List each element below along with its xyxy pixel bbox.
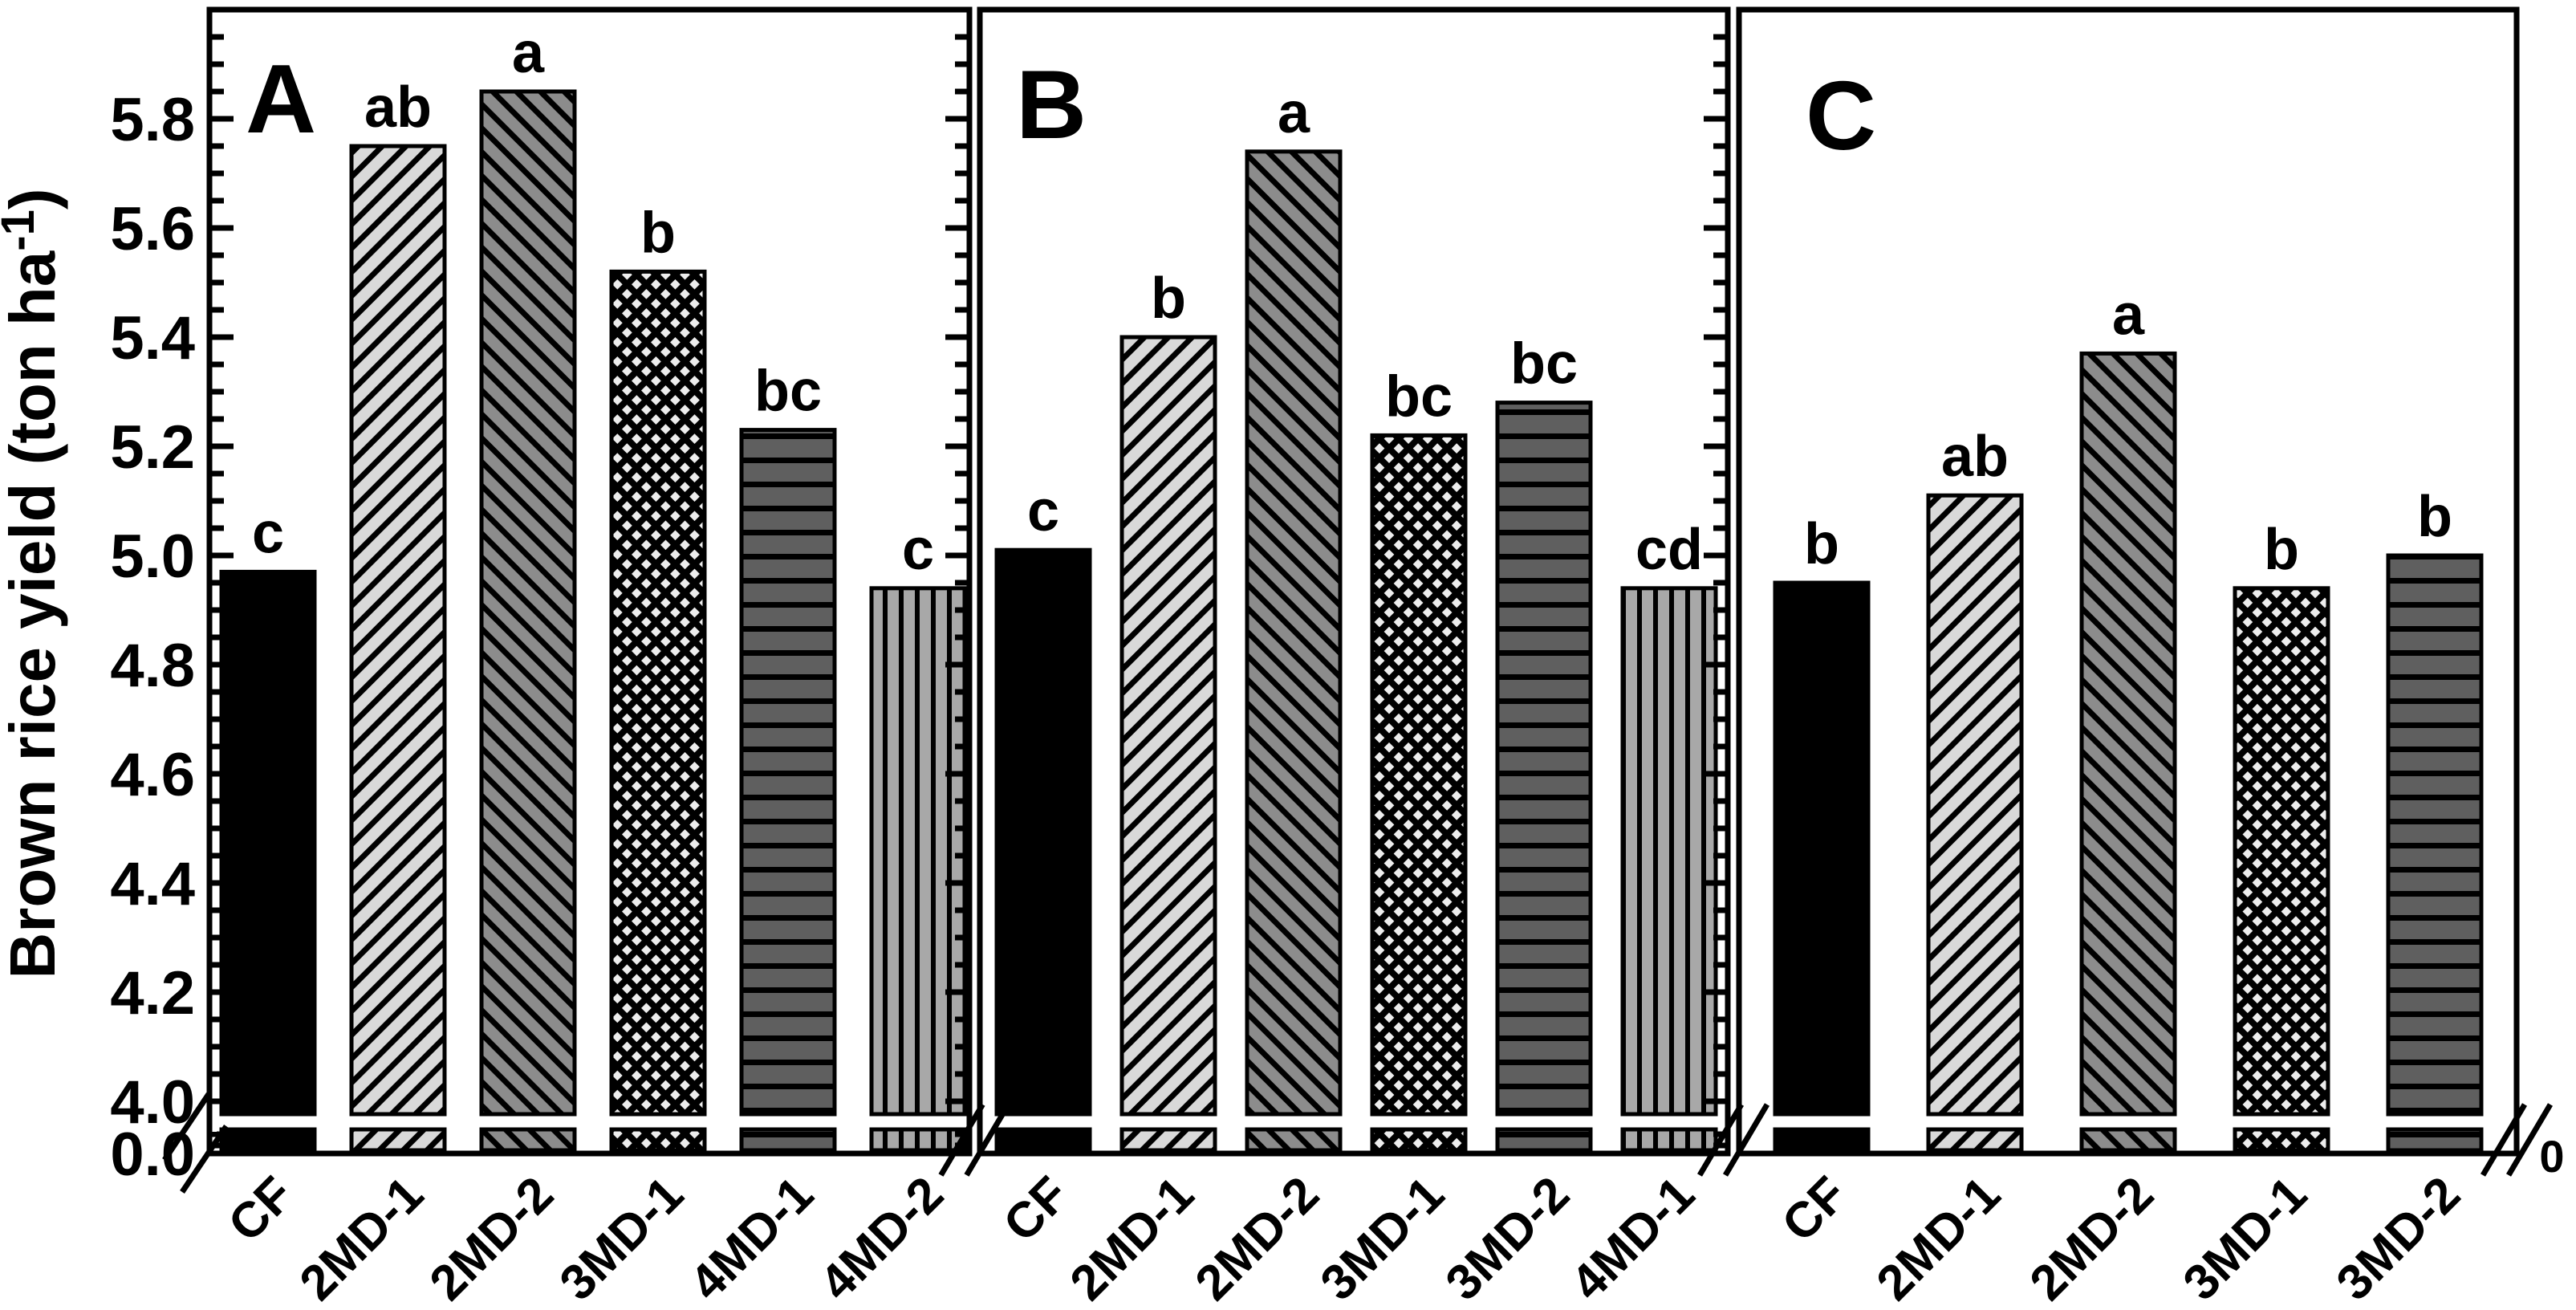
x-tick-label-C-2MD-1: 2MD-1 (1867, 1166, 2011, 1310)
bar-stub-B-3MD-1 (1370, 1127, 1468, 1153)
y-tick-label-5.0: 5.0 (110, 523, 195, 591)
x-tick-label-A-CF: CF (218, 1166, 304, 1252)
broken-axis-zero-label: 0 (2539, 1131, 2564, 1182)
bar-C-2MD-1 (1926, 493, 2024, 1117)
sig-letter-B-2MD-2: a (1278, 81, 1310, 145)
x-axis-break-slash (2505, 1103, 2554, 1177)
bar-stub-A-3MD-1 (609, 1127, 707, 1153)
x-tick-label-A-3MD-1: 3MD-1 (550, 1166, 694, 1310)
sig-letter-C-CF: b (1804, 512, 1839, 576)
sig-letter-A-3MD-1: b (640, 201, 676, 265)
bar-B-CF (994, 547, 1092, 1117)
x-tick-label-B-3MD-2: 3MD-2 (1436, 1166, 1580, 1310)
bar-stub-C-3MD-2 (2386, 1127, 2484, 1153)
bar-stub-A-2MD-1 (349, 1127, 447, 1153)
bar-C-3MD-1 (2233, 586, 2330, 1117)
bar-stub-C-2MD-1 (1926, 1127, 2024, 1153)
y-tick-label-5.8: 5.8 (110, 86, 195, 154)
x-tick-label-B-2MD-2: 2MD-2 (1185, 1166, 1330, 1310)
sig-letter-C-3MD-1: b (2264, 518, 2299, 582)
bar-stub-B-3MD-2 (1495, 1127, 1593, 1153)
bar-stub-B-2MD-2 (1245, 1127, 1343, 1153)
y-tick-label-4.0: 4.0 (110, 1068, 195, 1137)
y-axis-break-slash (180, 1125, 229, 1194)
sig-letter-B-CF: c (1027, 479, 1059, 543)
bar-stub-A-CF (219, 1127, 317, 1153)
x-tick-label-B-CF: CF (993, 1166, 1079, 1252)
y-axis-title-superscript: -1 (0, 210, 44, 251)
panel-label-a: A (246, 44, 316, 153)
x-axis-break-slash (938, 1103, 985, 1177)
sig-letter-B-2MD-1: b (1151, 266, 1186, 331)
sig-letter-B-3MD-2: bc (1510, 332, 1578, 397)
bar-stub-A-4MD-1 (739, 1127, 837, 1153)
bar-A-CF (219, 569, 317, 1117)
y-tick-label-5.2: 5.2 (110, 413, 195, 482)
y-axis-break-slash (162, 1092, 211, 1162)
x-tick-label-B-4MD-1: 4MD-1 (1561, 1166, 1705, 1310)
bar-A-4MD-2 (869, 586, 967, 1117)
y-tick-label-5.4: 5.4 (110, 304, 195, 372)
bar-stub-A-2MD-2 (479, 1127, 577, 1153)
sig-letter-A-2MD-2: a (512, 21, 545, 85)
x-tick-label-B-2MD-1: 2MD-1 (1060, 1166, 1205, 1310)
panel-frame-A (206, 6, 973, 1157)
y-tick-label-4.4: 4.4 (110, 850, 195, 918)
bar-C-3MD-2 (2386, 553, 2484, 1117)
x-tick-label-A-4MD-2: 4MD-2 (810, 1166, 954, 1310)
panel-frame-B (977, 6, 1731, 1157)
x-tick-label-C-3MD-1: 3MD-1 (2173, 1166, 2318, 1310)
bar-B-4MD-1 (1620, 586, 1718, 1117)
y-tick-label-4.6: 4.6 (110, 741, 195, 809)
bar-stub-B-4MD-1 (1620, 1127, 1718, 1153)
y-tick-label-4.2: 4.2 (110, 959, 195, 1027)
bar-stub-C-2MD-2 (2079, 1127, 2177, 1153)
bar-C-CF (1773, 580, 1871, 1117)
bar-stub-C-CF (1773, 1127, 1871, 1153)
bar-stub-C-3MD-1 (2233, 1127, 2330, 1153)
sig-letter-A-CF: c (252, 501, 284, 565)
panel-label-c: C (1806, 61, 1876, 170)
bar-B-2MD-1 (1119, 335, 1217, 1117)
x-tick-label-A-2MD-2: 2MD-2 (420, 1166, 564, 1310)
x-axis-break-slash (1722, 1103, 1770, 1177)
sig-letter-A-4MD-2: c (902, 518, 934, 582)
y-tick-label-4.8: 4.8 (110, 632, 195, 700)
panel-frame-C (1736, 6, 2520, 1157)
bar-A-2MD-2 (479, 89, 577, 1117)
bar-stub-B-2MD-1 (1119, 1127, 1217, 1153)
y-axis-title: Brown rice yield (ton ha-1) (0, 188, 68, 978)
panel-label-b: B (1016, 50, 1087, 159)
x-tick-label-C-2MD-2: 2MD-2 (2020, 1166, 2164, 1310)
bar-B-3MD-1 (1370, 433, 1468, 1117)
sig-letter-A-4MD-1: bc (754, 360, 822, 424)
sig-letter-C-3MD-2: b (2417, 485, 2452, 549)
bar-A-3MD-1 (609, 269, 707, 1117)
x-tick-label-A-4MD-1: 4MD-1 (680, 1166, 824, 1310)
bar-C-2MD-2 (2079, 351, 2177, 1117)
sig-letter-B-3MD-1: bc (1385, 364, 1453, 429)
x-tick-label-C-3MD-2: 3MD-2 (2326, 1166, 2471, 1310)
x-axis-break-slash (964, 1103, 1011, 1177)
sig-letter-A-2MD-1: ab (364, 75, 432, 140)
bar-stub-A-4MD-2 (869, 1127, 967, 1153)
sig-letter-C-2MD-1: ab (1941, 425, 2009, 489)
sig-letter-C-2MD-2: a (2112, 283, 2145, 347)
x-tick-label-C-CF: CF (1772, 1166, 1858, 1252)
chart-render-root: cCFab2MD-1a2MD-2b3MD-1bc4MD-1c4MD-2cCFb2… (110, 6, 2554, 1310)
bar-B-3MD-2 (1495, 401, 1593, 1117)
y-axis-title-close: ) (0, 188, 68, 210)
bar-stub-B-CF (994, 1127, 1092, 1153)
y-axis-title-main: Brown rice yield (ton ha (0, 250, 68, 978)
y-tick-label-5.6: 5.6 (110, 195, 195, 263)
sig-letter-B-4MD-1: cd (1635, 518, 1703, 582)
bar-A-4MD-1 (739, 428, 837, 1117)
x-axis-break-slash (1696, 1103, 1745, 1177)
x-tick-label-B-3MD-1: 3MD-1 (1310, 1166, 1455, 1310)
bar-A-2MD-1 (349, 144, 447, 1117)
bar-B-2MD-2 (1245, 149, 1343, 1117)
x-tick-label-A-2MD-1: 2MD-1 (290, 1166, 434, 1310)
